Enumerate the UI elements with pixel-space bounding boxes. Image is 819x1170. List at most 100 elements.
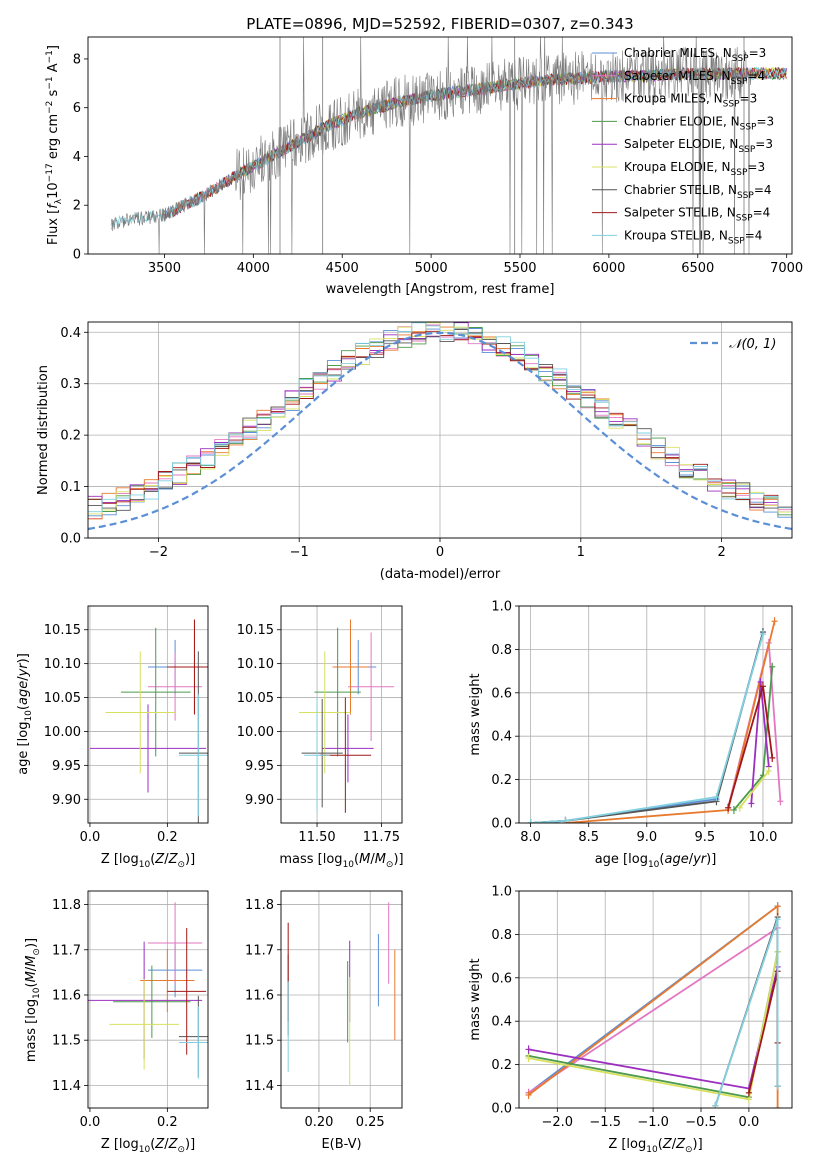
y-tick-label: 8 (73, 52, 81, 67)
axes-mass_vs_ebv: 0.20 0.25 11.4 11.5 11.6 11.7 11.8 E(B-V) (245, 890, 403, 1152)
y-tick-label: 1.0 (491, 600, 512, 615)
y-tick-label: 0.4 (491, 730, 512, 745)
y-tick-label: 9.90 (245, 793, 274, 808)
y-tick-label: 1.0 (491, 885, 512, 900)
y-tick-label: 10.00 (44, 725, 81, 740)
x-tick-label: 9.0 (636, 830, 657, 845)
observed-spectrum (110, 37, 752, 254)
y-tick-label: 11.5 (245, 1034, 274, 1049)
x-axis-label: age [log10(age/yr)] (595, 852, 717, 870)
y-tick-label: 10.05 (44, 691, 81, 706)
axes-frame (87, 36, 793, 255)
x-axis-label: (data-model)/error (380, 567, 501, 582)
x-axis-label: Z [log10(Z/Z⊙)] (101, 852, 195, 870)
x-tick-label: −1.0 (637, 1115, 669, 1130)
x-tick-label: 10.0 (748, 830, 777, 845)
x-tick-label: 9.5 (695, 830, 716, 845)
y-tick-label: 11.4 (52, 1079, 81, 1094)
y-tick-label: 0.2 (491, 1058, 512, 1073)
y-tick-label: 0.3 (60, 377, 81, 392)
y-tick-label: 9.95 (52, 759, 81, 774)
axes-frame (518, 890, 793, 1109)
y-tick-label: 10.10 (44, 657, 81, 672)
legend-label: Chabrier ELODIE, NSSP=3 (624, 114, 774, 132)
x-tick-label: 0.25 (356, 1115, 385, 1130)
x-tick-label: 6000 (592, 261, 625, 276)
normal-curve (88, 331, 792, 531)
axes-age_vs_mass: 11.50 11.75 9.90 9.95 10.00 10.05 10.10 10.15 ma… (237, 605, 404, 870)
y-tick-label: 0.0 (491, 1102, 512, 1117)
spectrum-lines (110, 37, 788, 254)
legend-label: Kroupa ELODIE, NSSP=3 (624, 160, 765, 178)
y-tick-label: 0.8 (491, 643, 512, 658)
x-axis-label: Z [log10(Z/Z⊙)] (101, 1137, 195, 1155)
x-tick-label: 0.0 (80, 830, 101, 845)
y-tick-label: 0.4 (60, 326, 81, 341)
x-tick-label: −1 (290, 545, 309, 560)
weight-lines (525, 902, 781, 1108)
y-tick-label: 0.6 (491, 971, 512, 986)
errorbars (299, 619, 395, 813)
x-tick-label: 0 (436, 545, 444, 560)
y-tick-label: 11.7 (52, 943, 81, 958)
x-tick-label: −1.5 (589, 1115, 621, 1130)
axes-residual_hist: −2 −1 0 1 2 0.0 0.1 0.2 0.3 0.4 (data-model)/error… (36, 321, 793, 582)
legend-label: Kroupa MILES, NSSP=3 (624, 92, 757, 110)
x-tick-label: 7000 (770, 261, 803, 276)
legend-label: Chabrier MILES, NSSP=3 (624, 46, 766, 64)
x-tick-label: 5500 (503, 261, 536, 276)
y-tick-label: 9.90 (52, 793, 81, 808)
y-axis-label: Normed distribution (36, 365, 51, 495)
legend-label: Salpeter MILES, NSSP=4 (624, 69, 765, 87)
weight-series-2 (565, 620, 776, 823)
y-tick-label: 11.6 (245, 988, 274, 1003)
figure-title: PLATE=0896, MJD=52592, FIBERID=0307, z=0… (246, 15, 633, 33)
axes-weight_vs_Z: −2.0 −1.5 −1.0 −0.5 0.0 0.0 0.2 0.4 0.6 0.8 1.0 Z [… (468, 885, 793, 1155)
y-tick-label: 10.10 (237, 657, 274, 672)
axes-frame (280, 605, 403, 824)
weight-lines (527, 617, 784, 823)
y-tick-label: 11.7 (245, 943, 274, 958)
x-tick-label: 6500 (681, 261, 714, 276)
legend-label: Chabrier STELIB, NSSP=4 (624, 183, 772, 201)
x-tick-label: −2 (149, 545, 168, 560)
errorbars (88, 902, 208, 1079)
y-tick-label: 11.8 (245, 898, 274, 913)
y-tick-label: 11.4 (245, 1079, 274, 1094)
y-tick-label: 2 (73, 199, 81, 214)
y-tick-label: 4 (73, 150, 81, 165)
y-tick-label: 0 (73, 248, 81, 263)
y-tick-label: 10.15 (44, 623, 81, 638)
axes-frame (87, 605, 209, 824)
x-tick-label: 0.0 (739, 1115, 760, 1130)
x-tick-label: 11.50 (298, 830, 335, 845)
y-tick-label: 0.2 (491, 773, 512, 788)
x-tick-label: 8.0 (520, 830, 541, 845)
x-axis-label: mass [log10(M/M⊙)] (279, 852, 403, 870)
errorbars (287, 902, 396, 1086)
weight-series-5 (738, 770, 770, 809)
y-tick-label: 9.95 (245, 759, 274, 774)
axes-frame (518, 605, 793, 824)
x-axis-label: E(B-V) (321, 1137, 361, 1152)
x-tick-label: 0.20 (304, 1115, 333, 1130)
x-tick-label: 0.2 (157, 1115, 178, 1130)
x-tick-label: 8.5 (578, 830, 599, 845)
y-axis-label: mass weight (468, 958, 483, 1040)
weight-series-8 (530, 633, 764, 823)
y-tick-label: 0.1 (60, 480, 81, 495)
x-tick-label: −2.0 (542, 1115, 574, 1130)
y-tick-label: 0.2 (60, 429, 81, 444)
x-axis-label: wavelength [Angstrom, rest frame] (326, 282, 555, 297)
histograms (88, 322, 792, 531)
x-tick-label: 3500 (148, 261, 181, 276)
x-axis-label: Z [log10(Z/Z⊙)] (608, 1137, 702, 1155)
y-axis-label: Flux [fλ10−17 erg cm−2 s−1 A−1] (45, 45, 64, 245)
x-tick-label: 5000 (415, 261, 448, 276)
errorbars (89, 619, 208, 823)
x-tick-label: 4000 (237, 261, 270, 276)
y-tick-label: 0.0 (491, 817, 512, 832)
y-tick-label: 10.05 (237, 691, 274, 706)
y-tick-label: 11.5 (52, 1034, 81, 1049)
